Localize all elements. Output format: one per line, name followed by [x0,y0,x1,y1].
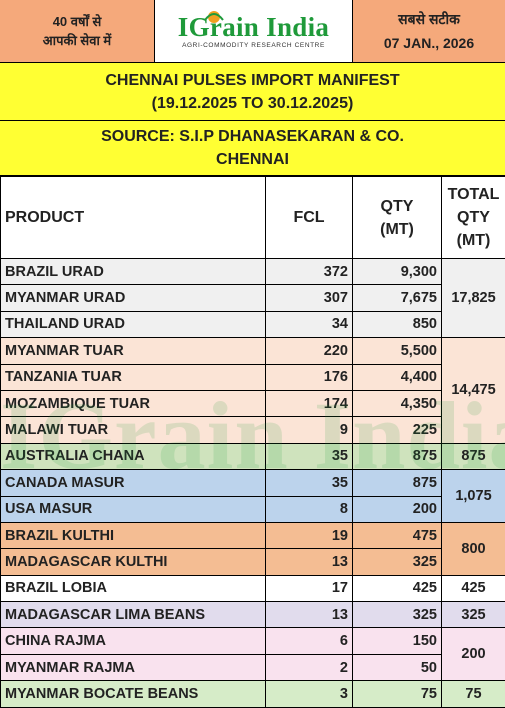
total-rajma: 200 [442,628,505,681]
table-row: MADAGASCAR LIMA BEANS 13 325 325 [1,602,505,628]
table-row: CHINA RAJMA 6 150 200 [1,628,505,654]
total-tuar: 14,475 [442,338,505,444]
logo-text: IGrain India [178,13,329,41]
source-band: SOURCE: S.I.P DHANASEKARAN & CO. CHENNAI [0,121,505,176]
total-lobia: 425 [442,575,505,601]
table-row: CANADA MASUR 35 875 1,075 [1,470,505,496]
total-chana: 875 [442,443,505,469]
total-bocate: 75 [442,681,505,707]
table-row: MYANMAR URAD 307 7,675 [1,285,505,311]
table-row: MALAWI TUAR 9 225 [1,417,505,443]
header-date-box: सबसे सटीक 07 JAN., 2026 [352,0,505,62]
header: 40 वर्षों से आपकी सेवा में IGrain India … [0,0,505,63]
table-row: USA MASUR 8 200 [1,496,505,522]
table-row: MOZAMBIQUE TUAR 174 4,350 [1,390,505,416]
table-row: MADAGASCAR KULTHI 13 325 [1,549,505,575]
logo: IGrain India AGRI-COMMODITY RESEARCH CEN… [155,0,352,62]
report-date: 07 JAN., 2026 [384,31,474,55]
table-row: MYANMAR TUAR 220 5,500 14,475 [1,338,505,364]
table-row: MYANMAR BOCATE BEANS 3 75 75 [1,681,505,707]
page-title: CHENNAI PULSES IMPORT MANIFEST [105,69,399,92]
table-row: BRAZIL LOBIA 17 425 425 [1,575,505,601]
source-line: SOURCE: S.I.P DHANASEKARAN & CO. [101,125,404,148]
table-row: BRAZIL KULTHI 19 475 800 [1,522,505,548]
header-tagline-box: 40 वर्षों से आपकी सेवा में [0,0,155,62]
logo-subtitle: AGRI-COMMODITY RESEARCH CENTRE [182,42,325,49]
table-row: AUSTRALIA CHANA 35 875 875 [1,443,505,469]
table-row: MYANMAR RAJMA 2 50 [1,654,505,680]
total-kulthi: 800 [442,522,505,575]
total-masur: 1,075 [442,470,505,523]
table-row: TANZANIA TUAR 176 4,400 [1,364,505,390]
source-city: CHENNAI [216,148,289,171]
header-product: PRODUCT [1,177,266,259]
table-row: THAILAND URAD 34 850 [1,311,505,337]
grain-logo-icon [203,6,225,24]
total-urad: 17,825 [442,259,505,338]
header-fcl: FCL [266,177,353,259]
tagline-line2: आपकी सेवा में [43,31,111,50]
title-band: CHENNAI PULSES IMPORT MANIFEST (19.12.20… [0,63,505,121]
table-row: BRAZIL URAD 372 9,300 17,825 [1,259,505,285]
header-qty: QTY(MT) [353,177,442,259]
accuracy-label: सबसे सटीक [398,7,460,31]
total-lima: 325 [442,602,505,628]
tagline-line1: 40 वर्षों से [53,12,102,31]
date-range: (19.12.2025 TO 30.12.2025) [152,92,354,115]
